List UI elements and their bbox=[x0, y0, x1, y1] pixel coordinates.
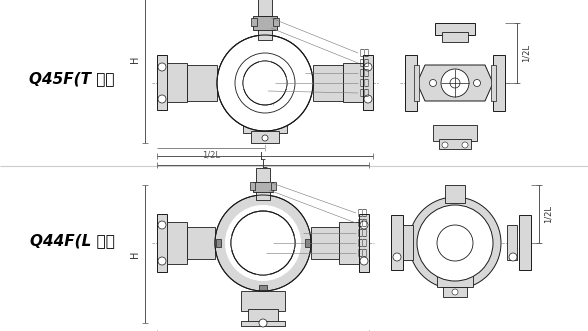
Bar bbox=[253, 16, 277, 30]
Bar bbox=[243, 77, 287, 89]
Circle shape bbox=[158, 257, 166, 265]
Text: 阀体: 阀体 bbox=[358, 228, 368, 238]
Bar bbox=[216, 239, 221, 247]
Bar bbox=[157, 55, 167, 110]
Bar bbox=[187, 65, 217, 101]
Text: 阀座: 阀座 bbox=[360, 78, 370, 87]
Bar bbox=[241, 291, 285, 311]
Bar bbox=[437, 273, 473, 287]
Text: 填料: 填料 bbox=[360, 49, 370, 58]
Bar bbox=[241, 321, 285, 326]
Text: 阀杆: 阀杆 bbox=[360, 59, 370, 68]
Text: 球体: 球体 bbox=[360, 88, 370, 98]
Bar bbox=[250, 182, 255, 190]
Text: 1/2L: 1/2L bbox=[544, 205, 553, 223]
Circle shape bbox=[473, 79, 480, 86]
Text: L: L bbox=[262, 160, 268, 170]
Circle shape bbox=[450, 78, 460, 88]
Bar bbox=[256, 243, 270, 275]
Bar bbox=[243, 119, 287, 133]
Bar bbox=[507, 225, 517, 260]
Bar bbox=[311, 227, 339, 259]
Bar bbox=[251, 18, 257, 26]
Text: 1/2L: 1/2L bbox=[202, 151, 220, 160]
Bar bbox=[253, 182, 273, 192]
Bar bbox=[339, 222, 359, 264]
Bar bbox=[313, 65, 343, 101]
Bar bbox=[258, 0, 272, 16]
Bar bbox=[519, 215, 531, 270]
Text: 阀体: 阀体 bbox=[360, 69, 370, 77]
Circle shape bbox=[262, 135, 268, 141]
Circle shape bbox=[235, 53, 295, 113]
Bar bbox=[157, 214, 167, 272]
Circle shape bbox=[215, 195, 311, 291]
Bar bbox=[259, 285, 267, 290]
Bar bbox=[414, 65, 419, 101]
Circle shape bbox=[243, 61, 287, 105]
Circle shape bbox=[158, 95, 166, 103]
Circle shape bbox=[452, 289, 458, 295]
Bar bbox=[445, 185, 465, 203]
Bar bbox=[187, 227, 215, 259]
Bar bbox=[305, 239, 310, 247]
Circle shape bbox=[509, 253, 517, 261]
Circle shape bbox=[360, 257, 368, 265]
Bar bbox=[256, 186, 270, 200]
Text: 填料: 填料 bbox=[358, 209, 368, 217]
Bar bbox=[442, 32, 468, 42]
Text: 球体: 球体 bbox=[358, 249, 368, 258]
Bar bbox=[403, 225, 413, 260]
Text: 阀座: 阀座 bbox=[358, 239, 368, 248]
Bar bbox=[491, 65, 496, 101]
Text: H: H bbox=[130, 250, 140, 258]
Circle shape bbox=[441, 69, 469, 97]
Text: Q45F(T 型）: Q45F(T 型） bbox=[29, 71, 115, 86]
Bar bbox=[256, 168, 270, 186]
Circle shape bbox=[364, 95, 372, 103]
Bar bbox=[231, 236, 295, 250]
Wedge shape bbox=[265, 35, 313, 131]
Circle shape bbox=[259, 319, 267, 327]
Bar bbox=[439, 139, 471, 149]
Text: 阀杆: 阀杆 bbox=[358, 218, 368, 227]
Text: H: H bbox=[130, 55, 140, 63]
Circle shape bbox=[442, 142, 448, 148]
Bar bbox=[259, 61, 271, 83]
Text: Q44F(L 型）: Q44F(L 型） bbox=[29, 233, 115, 249]
Circle shape bbox=[225, 205, 301, 281]
Bar bbox=[167, 222, 187, 264]
Bar bbox=[258, 22, 272, 40]
Circle shape bbox=[360, 221, 368, 229]
Bar bbox=[443, 287, 467, 297]
Circle shape bbox=[462, 142, 468, 148]
Circle shape bbox=[231, 211, 295, 275]
Bar bbox=[273, 18, 279, 26]
Wedge shape bbox=[217, 35, 265, 131]
Bar bbox=[251, 131, 279, 143]
Bar bbox=[343, 63, 363, 102]
Ellipse shape bbox=[417, 205, 493, 281]
Bar bbox=[167, 63, 187, 102]
Ellipse shape bbox=[409, 197, 501, 289]
Bar bbox=[271, 182, 276, 190]
Circle shape bbox=[437, 225, 473, 261]
Text: 1/2L: 1/2L bbox=[522, 44, 531, 62]
Bar bbox=[405, 55, 417, 111]
Bar bbox=[363, 55, 373, 110]
Bar bbox=[433, 125, 477, 141]
Circle shape bbox=[393, 253, 401, 261]
Bar bbox=[391, 215, 403, 270]
Bar bbox=[493, 55, 505, 111]
Circle shape bbox=[364, 63, 372, 71]
Circle shape bbox=[158, 63, 166, 71]
Bar bbox=[248, 309, 278, 323]
Circle shape bbox=[429, 79, 436, 86]
Text: L: L bbox=[260, 152, 266, 162]
Bar bbox=[359, 214, 369, 272]
Bar bbox=[435, 23, 475, 35]
Circle shape bbox=[158, 221, 166, 229]
Polygon shape bbox=[417, 65, 493, 101]
Circle shape bbox=[217, 35, 313, 131]
